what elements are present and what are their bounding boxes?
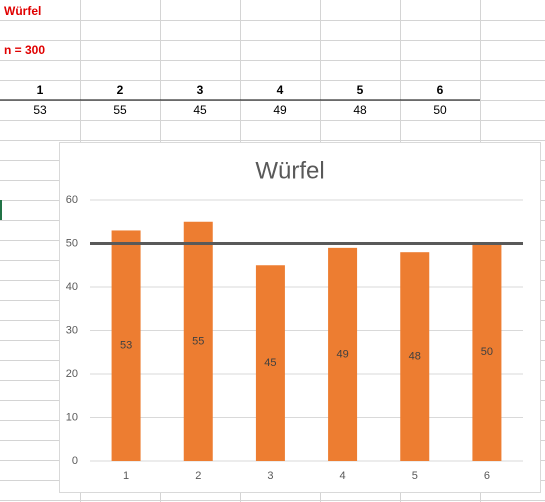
sample-size: n = 300 [4,43,45,57]
header-cell: 6 [437,83,444,97]
value-cell: 53 [33,103,47,117]
data-label: 48 [409,351,421,363]
data-label: 50 [481,346,493,358]
bar [183,221,213,461]
data-label: 45 [264,357,276,369]
bar [255,265,285,461]
header-cell: 4 [277,83,284,97]
data-label: 49 [336,348,348,360]
value-cell: 55 [113,103,127,117]
selection-marker [0,200,2,220]
x-tick-label: 4 [340,470,346,482]
y-tick-label: 50 [66,237,78,249]
y-tick-label: 60 [66,194,78,206]
x-tick-label: 3 [267,470,273,482]
bar [472,243,502,461]
chart-title: Würfel [255,157,324,184]
data-label: 53 [120,340,132,352]
bar [400,252,430,461]
y-tick-label: 20 [66,368,78,380]
sheet-title: Würfel [4,4,41,18]
y-tick-label: 40 [66,281,78,293]
header-cell: 3 [197,83,204,97]
value-cell: 45 [193,103,207,117]
y-tick-label: 10 [66,411,78,423]
value-cell: 50 [433,103,447,117]
x-tick-label: 6 [484,470,490,482]
header-cell: 5 [357,83,364,97]
x-tick-label: 1 [123,470,129,482]
x-tick-label: 2 [195,470,201,482]
data-label: 55 [192,335,204,347]
x-tick-label: 5 [412,470,418,482]
header-cell: 1 [37,83,44,97]
header-cell: 2 [117,83,124,97]
y-tick-label: 0 [72,455,78,467]
y-tick-label: 30 [66,324,78,336]
bar [111,230,141,461]
value-cell: 49 [273,103,287,117]
bar [328,247,358,461]
value-cell: 48 [353,103,367,117]
